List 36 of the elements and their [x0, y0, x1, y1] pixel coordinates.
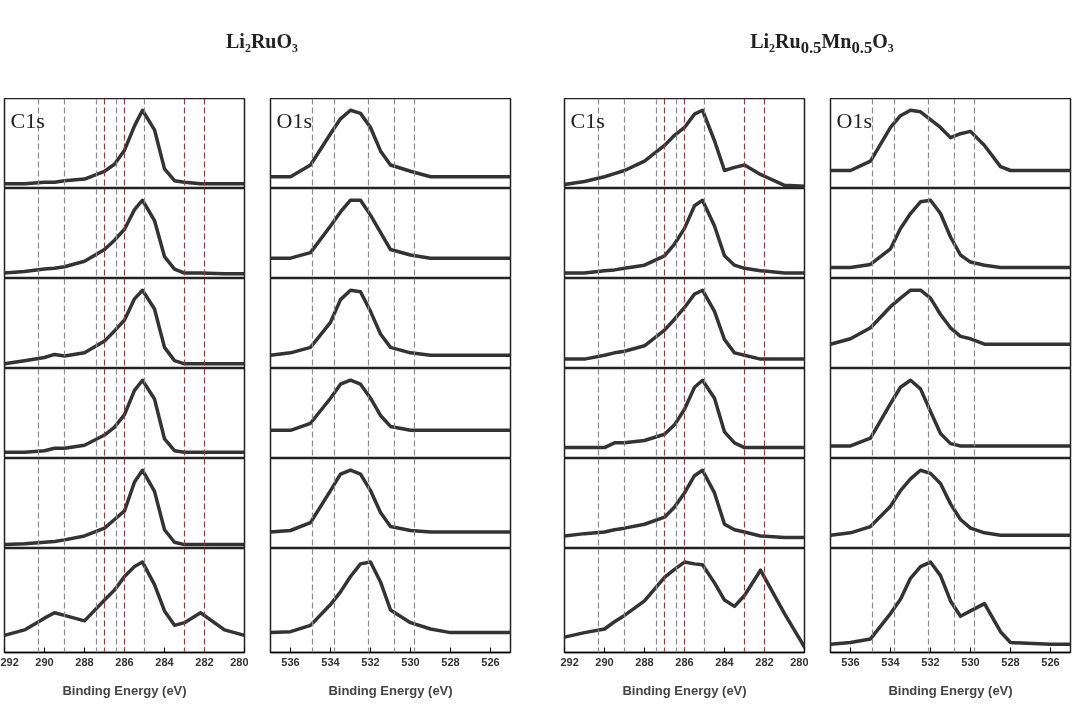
x-axis-title: Binding Energy (eV) [888, 682, 1013, 698]
x-tick-label: 292 [560, 655, 579, 668]
annotation: O1s [836, 107, 872, 133]
x-axis-title: Binding Energy (eV) [622, 682, 747, 698]
x-tick-label: 536 [281, 655, 300, 668]
x-tick-label: 532 [361, 655, 380, 668]
x-tick-label: 528 [1001, 655, 1020, 668]
x-tick-label: 526 [1041, 655, 1060, 668]
x-tick-label: 284 [155, 655, 175, 668]
x-tick-label: 290 [35, 655, 54, 668]
x-tick-label: 290 [595, 655, 614, 668]
x-tick-label: 530 [401, 655, 420, 668]
annotation: C1s [10, 107, 45, 133]
x-tick-label: 534 [321, 655, 341, 668]
x-tick-label: 292 [0, 655, 19, 668]
x-axis-title: Binding Energy (eV) [62, 682, 187, 698]
x-tick-label: 282 [755, 655, 774, 668]
x-tick-label: 286 [675, 655, 694, 668]
x-tick-label: 280 [230, 655, 249, 668]
x-tick-label: 536 [841, 655, 860, 668]
x-tick-label: 288 [635, 655, 654, 668]
x-axis-title: Binding Energy (eV) [328, 682, 453, 698]
x-tick-label: 286 [115, 655, 134, 668]
annotation: C1s [570, 107, 605, 133]
x-tick-label: 532 [921, 655, 940, 668]
x-tick-label: 284 [715, 655, 735, 668]
x-tick-label: 282 [195, 655, 214, 668]
x-tick-label: 280 [790, 655, 809, 668]
x-tick-label: 288 [75, 655, 94, 668]
chart-title: Li₂Ru$_{0.5}$Mn$_{0.5}$O₃ [750, 29, 894, 59]
x-tick-label: 534 [881, 655, 901, 668]
x-tick-label: 528 [441, 655, 460, 668]
x-tick-label: 530 [961, 655, 980, 668]
annotation: O1s [276, 107, 312, 133]
chart-title: Li₂RuO₃ [225, 29, 298, 54]
x-tick-label: 526 [481, 655, 500, 668]
